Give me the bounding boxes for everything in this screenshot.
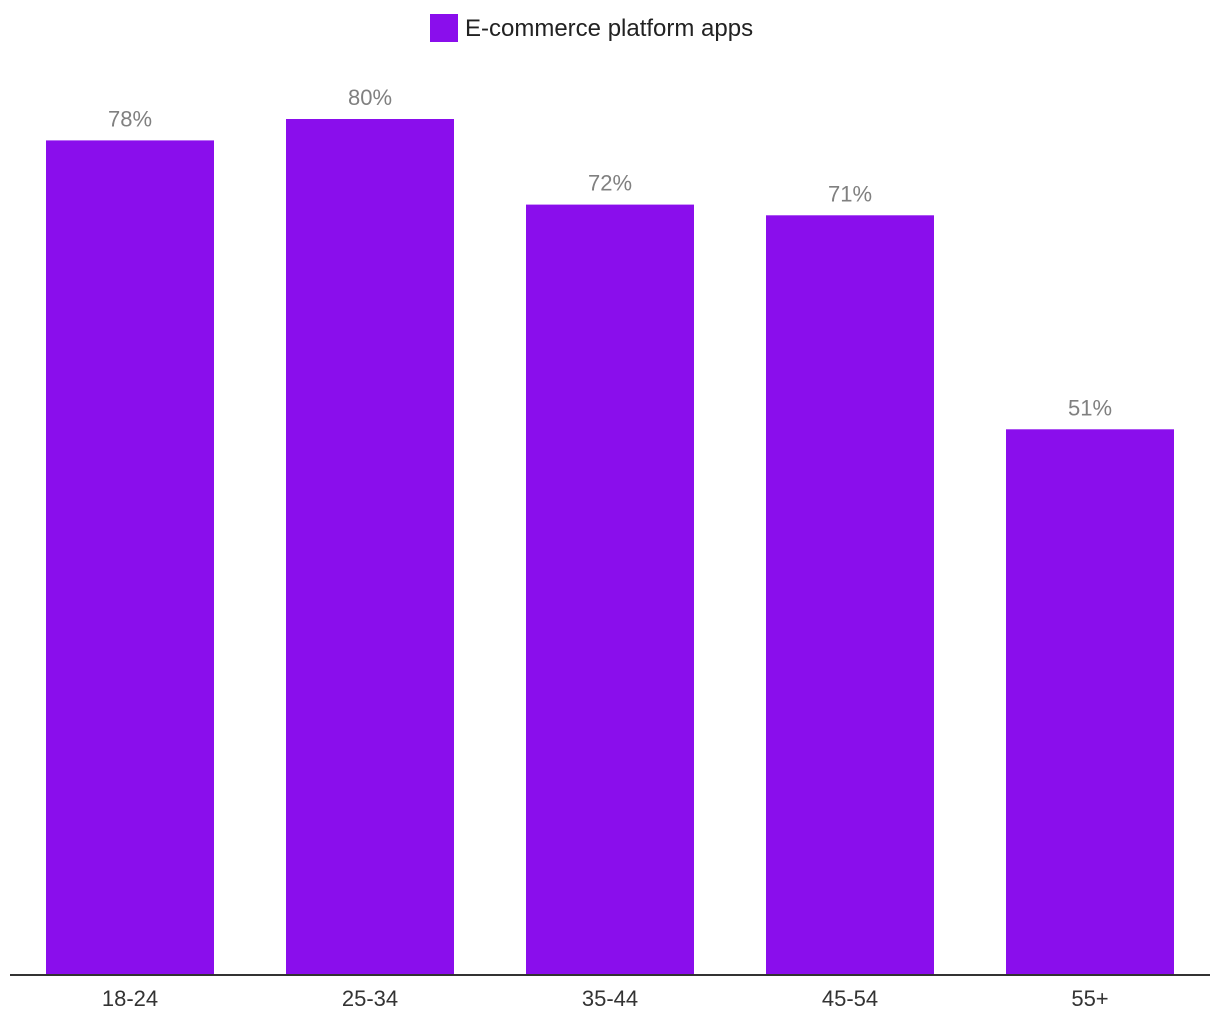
bar-18-24 — [46, 140, 214, 975]
x-tick-label-25-34: 25-34 — [342, 986, 398, 1011]
x-tick-label-18-24: 18-24 — [102, 986, 158, 1011]
bar-45-54 — [766, 215, 934, 976]
bar-25-34 — [286, 119, 454, 975]
x-tick-label-45-54: 45-54 — [822, 986, 878, 1011]
value-label-18-24: 78% — [108, 106, 152, 131]
value-label-25-34: 80% — [348, 85, 392, 110]
value-labels-group: 78% 80% 72% 71% 51% — [108, 85, 1112, 420]
value-label-55+: 51% — [1068, 395, 1112, 420]
legend-label: E-commerce platform apps — [465, 15, 753, 42]
bar-55+ — [1006, 429, 1174, 975]
legend-swatch — [430, 14, 458, 42]
x-axis-ticks-group: 18-24 25-34 35-44 45-54 55+ — [102, 986, 1109, 1011]
bar-35-44 — [526, 204, 694, 976]
value-label-35-44: 72% — [588, 171, 632, 196]
x-tick-label-35-44: 35-44 — [582, 986, 638, 1011]
legend: E-commerce platform apps — [430, 14, 753, 42]
value-label-45-54: 71% — [828, 181, 872, 206]
bars-group — [46, 119, 1174, 976]
x-tick-label-55+: 55+ — [1071, 986, 1108, 1011]
